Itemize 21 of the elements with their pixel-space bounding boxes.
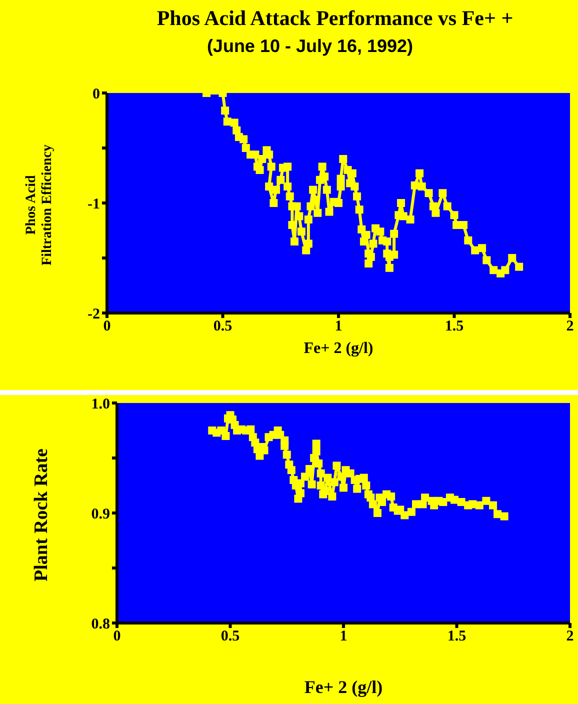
x-tick-label: 1.5 (447, 628, 466, 645)
x-tick-label: 0 (113, 628, 121, 645)
x-tick-label: 0.5 (220, 628, 240, 645)
chart-title: Phos Acid Attack Performance vs Fe+ + (156, 6, 514, 31)
y-axis-title: Phos Acid Filtration Efficiency (24, 144, 56, 266)
x-tick-label: 1 (340, 628, 348, 645)
y-tick-label: 1.0 (91, 396, 110, 412)
y-tick-label: -2 (88, 306, 100, 322)
y-tick-label: -1 (88, 196, 100, 212)
x-tick-label: 2 (566, 318, 574, 335)
x-axis-title: Fe+ 2 (g/l) (303, 677, 384, 698)
y-axis-title: Plant Rock Rate (31, 448, 53, 582)
y-tick-label: 0 (92, 86, 100, 102)
y-tick-label: 0.8 (91, 616, 110, 632)
y-tick-label: 0.9 (91, 506, 110, 522)
x-tick-label: 0.5 (213, 318, 232, 335)
x-tick-label: 1.5 (444, 318, 464, 335)
x-axis-title: Fe+ 2 (g/l) (302, 340, 374, 358)
x-tick-label: 1 (334, 318, 342, 335)
chart-subtitle: (June 10 - July 16, 1992) (206, 36, 414, 57)
x-tick-label: 2 (566, 628, 574, 645)
